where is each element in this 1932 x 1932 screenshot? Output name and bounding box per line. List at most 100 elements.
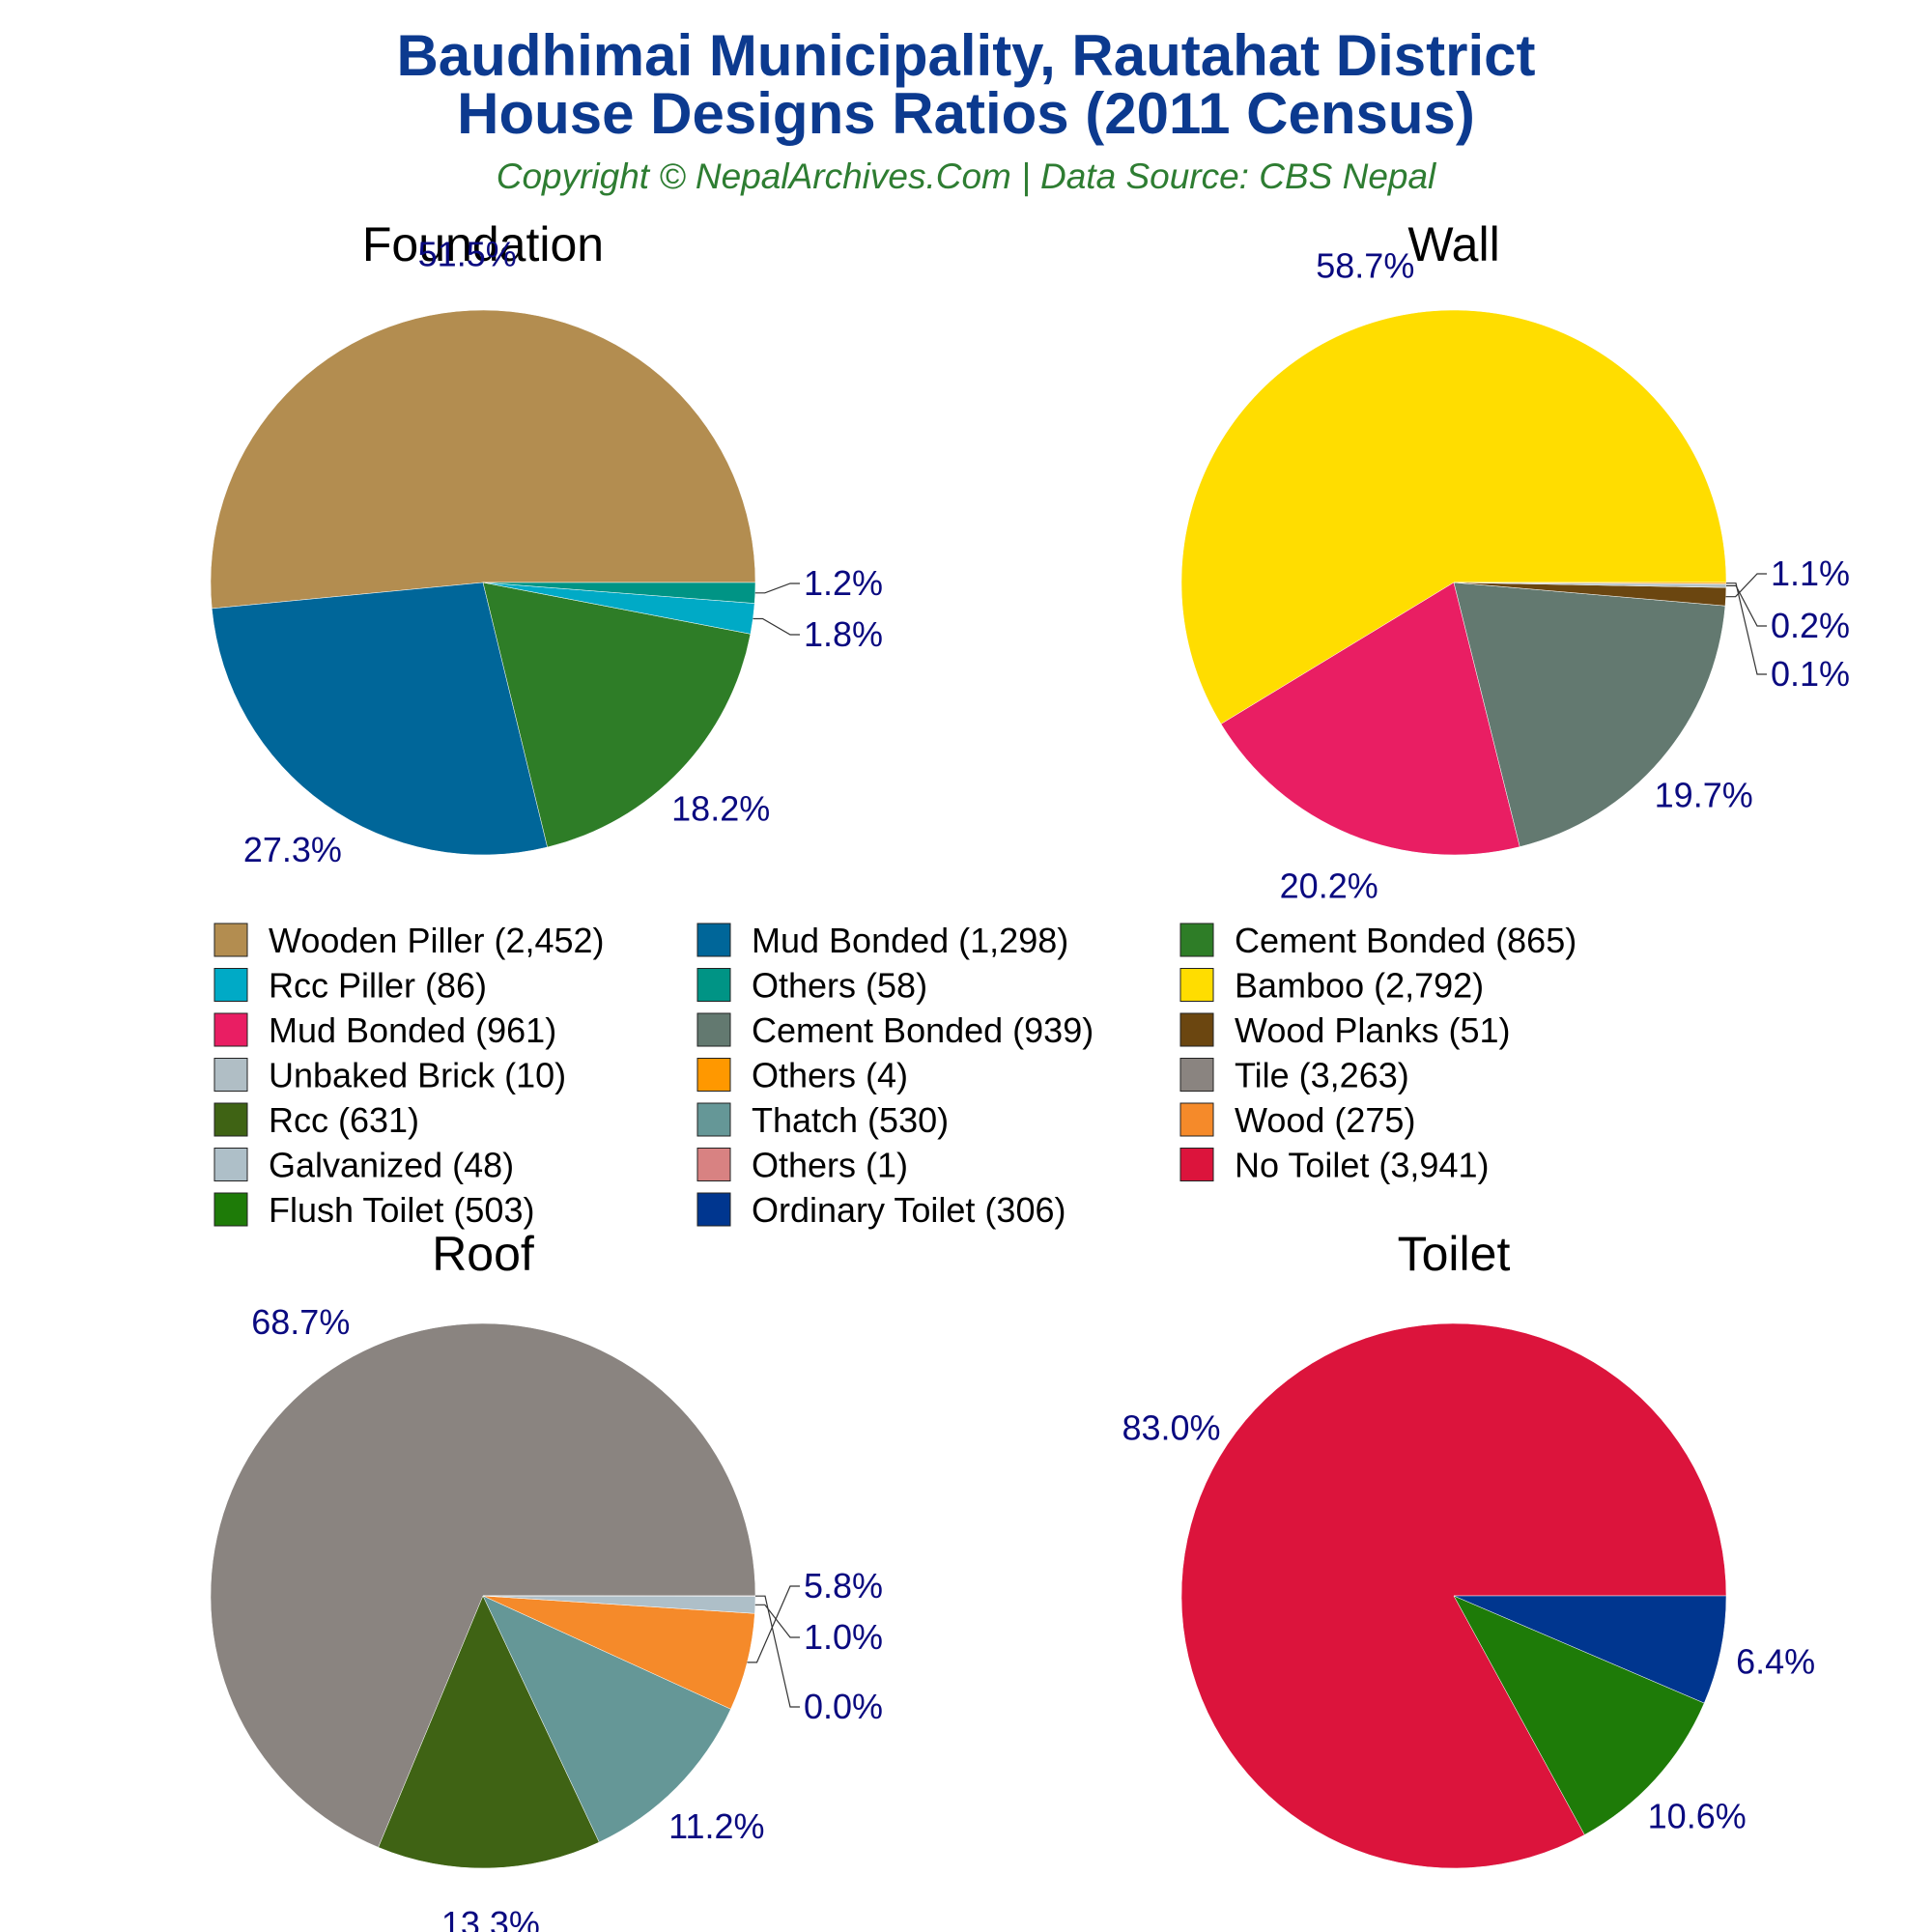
pie-foundation: Foundation 51.5% 27.3% 18.2% 1.8% 1.2%	[210, 217, 883, 869]
pie-title-toilet: Toilet	[1398, 1227, 1511, 1281]
legend-item-9-wood-planks-51: Wood Planks (51)	[1179, 1010, 1510, 1050]
legend-swatch	[696, 1058, 731, 1092]
pie-slice-roof-thatch	[482, 1595, 731, 1843]
legend: Wooden Piller (2,452) Mud Bonded (1,298) C…	[213, 921, 1577, 1230]
legend-swatch	[213, 1192, 248, 1227]
pct-label-roof-rcc: 13.3%	[441, 1904, 540, 1932]
legend-swatch	[1179, 968, 1214, 1002]
legend-label: Wood Planks (51)	[1235, 1010, 1510, 1050]
pct-label-wall-bamboo: 58.7%	[1316, 246, 1414, 286]
legend-swatch	[213, 1102, 248, 1137]
legend-swatch	[1179, 923, 1214, 957]
pie-slice-foundation-cement-bonded	[482, 582, 752, 848]
pct-label-toilet-ordinary-toilet: 6.4%	[1736, 1641, 1815, 1681]
pie-title-wall: Wall	[1407, 217, 1499, 271]
pct-label-wall-wood-planks: 1.1%	[1771, 554, 1850, 593]
pct-label-roof-thatch: 11.2%	[668, 1806, 764, 1846]
legend-label: Mud Bonded (1,298)	[752, 921, 1068, 960]
leader-line-wall-wood-planks	[1725, 573, 1767, 598]
legend-swatch	[1179, 1148, 1214, 1181]
legend-item-12-tile-3-263: Tile (3,263)	[1179, 1056, 1409, 1095]
legend-label: Cement Bonded (939)	[752, 1010, 1094, 1050]
pie-slice-roof-rcc	[378, 1595, 600, 1869]
legend-item-8-cement-bonded-939: Cement Bonded (939)	[696, 1010, 1094, 1050]
legend-swatch	[696, 1192, 731, 1227]
pct-label-foundation-mud-bonded: 27.3%	[243, 830, 342, 869]
legend-item-15-wood-275: Wood (275)	[1179, 1100, 1415, 1140]
legend-swatch	[213, 1058, 248, 1092]
pct-label-roof-others: 0.0%	[804, 1687, 883, 1726]
legend-label: Others (1)	[752, 1146, 908, 1185]
legend-item-17-others-1: Others (1)	[696, 1146, 908, 1185]
leader-line-roof-others	[755, 1595, 800, 1708]
leader-line-foundation-rcc-piller	[753, 617, 800, 636]
legend-item-5-others-58: Others (58)	[696, 966, 927, 1006]
pie-toilet: Toilet 83.0% 10.6% 6.4%	[1122, 1227, 1815, 1869]
pct-label-wall-unbaked-brick: 0.2%	[1771, 606, 1850, 645]
legend-label: Ordinary Toilet (306)	[752, 1190, 1065, 1230]
legend-label: Others (58)	[752, 966, 927, 1006]
pct-label-roof-galvanized: 1.0%	[804, 1617, 883, 1657]
leader-line-roof-wood	[747, 1585, 800, 1663]
pct-label-foundation-others: 1.2%	[804, 563, 883, 603]
pct-label-foundation-wooden-piller: 51.5%	[418, 234, 517, 273]
legend-swatch	[213, 923, 248, 957]
legend-item-6-bamboo-2-792: Bamboo (2,792)	[1179, 966, 1484, 1006]
pie-slice-wall-bamboo	[1180, 309, 1727, 724]
pie-slice-foundation-others	[482, 582, 756, 604]
legend-label: Unbaked Brick (10)	[269, 1056, 566, 1095]
pie-wall: Wall 58.7% 20.2% 19.7% 1.1% 0.2% 0.1%	[1180, 217, 1850, 906]
pie-slice-toilet-ordinary-toilet	[1453, 1595, 1727, 1704]
pie-slice-foundation-wooden-piller	[210, 309, 756, 610]
legend-label: Thatch (530)	[752, 1100, 949, 1140]
pie-title-foundation: Foundation	[362, 217, 604, 271]
legend-swatch	[696, 923, 731, 957]
legend-label: Cement Bonded (865)	[1235, 921, 1577, 960]
legend-label: Flush Toilet (503)	[269, 1190, 534, 1230]
pct-label-wall-mud-bonded: 20.2%	[1280, 867, 1378, 906]
pie-title-roof: Roof	[432, 1227, 534, 1281]
pct-label-roof-wood: 5.8%	[804, 1566, 883, 1605]
legend-swatch	[1179, 1102, 1214, 1137]
leader-line-wall-others	[1726, 582, 1767, 675]
pie-slice-wall-cement-bonded	[1453, 582, 1726, 847]
legend-label: Galvanized (48)	[269, 1146, 514, 1185]
legend-item-7-mud-bonded-961: Mud Bonded (961)	[213, 1010, 556, 1050]
pct-label-roof-tile: 68.7%	[251, 1302, 350, 1342]
legend-label: Rcc (631)	[269, 1100, 419, 1140]
legend-label: Tile (3,263)	[1235, 1056, 1409, 1095]
legend-item-16-galvanized-48: Galvanized (48)	[213, 1146, 514, 1185]
pct-label-foundation-cement-bonded: 18.2%	[671, 789, 770, 829]
legend-item-14-thatch-530: Thatch (530)	[696, 1100, 949, 1140]
chart-title-line1: Baudhimai Municipality, Rautahat Distric…	[396, 23, 1535, 88]
legend-label: No Toilet (3,941)	[1235, 1146, 1489, 1185]
legend-item-19-flush-toilet-503: Flush Toilet (503)	[213, 1190, 534, 1230]
legend-swatch	[696, 1148, 731, 1181]
chart-subtitle: Copyright © NepalArchives.Com | Data Sou…	[497, 156, 1437, 196]
pct-label-toilet-no-toilet: 83.0%	[1122, 1408, 1220, 1448]
pct-label-wall-others: 0.1%	[1771, 654, 1850, 694]
leader-line-roof-galvanized	[754, 1604, 800, 1638]
pie-slice-foundation-mud-bonded	[212, 582, 548, 856]
pie-roof: Roof 68.7% 13.3% 11.2% 5.8% 1.0% 0.0%	[210, 1227, 883, 1932]
legend-item-11-others-4: Others (4)	[696, 1056, 908, 1095]
legend-swatch	[696, 968, 731, 1002]
legend-label: Mud Bonded (961)	[269, 1010, 556, 1050]
legend-label: Others (4)	[752, 1056, 908, 1095]
legend-item-3-cement-bonded-865: Cement Bonded (865)	[1179, 921, 1577, 960]
legend-swatch	[213, 1012, 248, 1047]
legend-item-10-unbaked-brick-10: Unbaked Brick (10)	[213, 1056, 566, 1095]
chart-title-line2: House Designs Ratios (2011 Census)	[457, 81, 1475, 146]
legend-swatch	[213, 1148, 248, 1181]
legend-item-4-rcc-piller-86: Rcc Piller (86)	[213, 966, 487, 1006]
legend-swatch	[213, 968, 248, 1002]
leader-line-foundation-others	[754, 582, 800, 594]
legend-label: Rcc Piller (86)	[269, 966, 487, 1006]
legend-swatch	[696, 1102, 731, 1137]
legend-item-20-ordinary-toilet-306: Ordinary Toilet (306)	[696, 1190, 1065, 1230]
pct-label-wall-cement-bonded: 19.7%	[1655, 776, 1753, 815]
legend-item-18-no-toilet-3-941: No Toilet (3,941)	[1179, 1146, 1489, 1185]
legend-item-2-mud-bonded-1-298: Mud Bonded (1,298)	[696, 921, 1068, 960]
leader-line-wall-unbaked-brick	[1726, 584, 1767, 627]
